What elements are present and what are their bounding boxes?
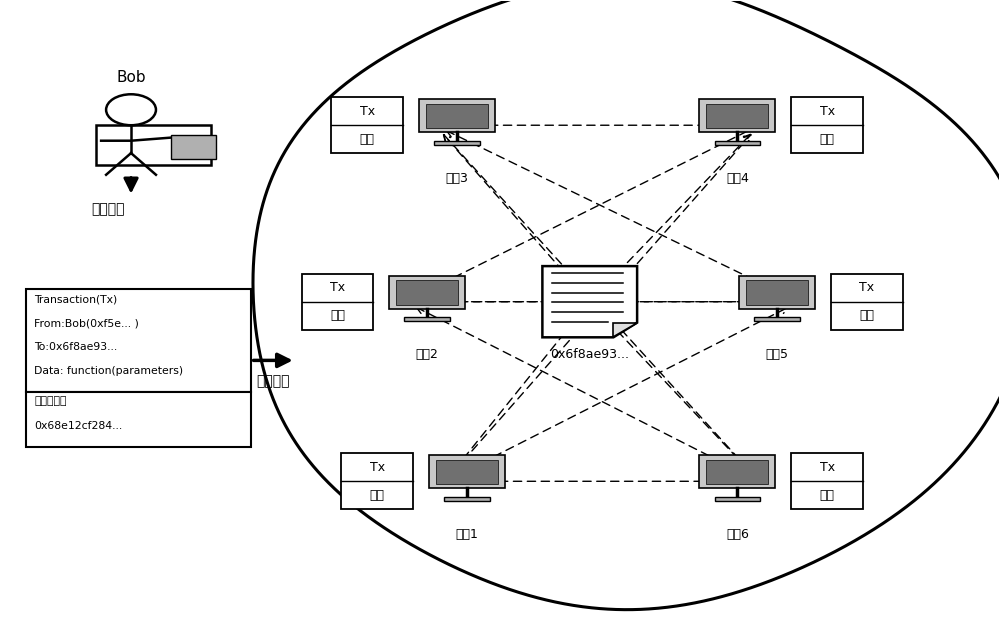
FancyBboxPatch shape	[444, 496, 490, 501]
Polygon shape	[613, 323, 637, 337]
FancyBboxPatch shape	[791, 98, 863, 153]
FancyBboxPatch shape	[831, 274, 903, 330]
Text: Tx: Tx	[859, 281, 875, 294]
Text: 数字签名：: 数字签名：	[34, 396, 67, 406]
Text: 签名: 签名	[330, 309, 345, 322]
Text: Transaction(Tx): Transaction(Tx)	[34, 294, 118, 304]
Text: To:0x6f8ae93...: To:0x6f8ae93...	[34, 342, 118, 352]
Text: 签名: 签名	[820, 132, 835, 146]
FancyBboxPatch shape	[715, 141, 760, 145]
Text: 发送交易: 发送交易	[256, 374, 290, 388]
FancyBboxPatch shape	[746, 280, 808, 305]
Text: Tx: Tx	[330, 281, 345, 294]
FancyBboxPatch shape	[791, 453, 863, 509]
FancyBboxPatch shape	[699, 100, 775, 132]
Text: Data: function(parameters): Data: function(parameters)	[34, 366, 183, 376]
FancyBboxPatch shape	[331, 98, 403, 153]
FancyBboxPatch shape	[429, 455, 505, 488]
Polygon shape	[253, 0, 1000, 610]
FancyBboxPatch shape	[26, 392, 251, 447]
FancyBboxPatch shape	[706, 104, 768, 128]
FancyBboxPatch shape	[26, 289, 251, 392]
FancyBboxPatch shape	[426, 104, 488, 128]
Text: From:Bob(0xf5e... ): From:Bob(0xf5e... )	[34, 318, 139, 328]
Text: 创建交易: 创建交易	[91, 202, 125, 216]
FancyBboxPatch shape	[171, 134, 216, 159]
FancyBboxPatch shape	[396, 280, 458, 305]
Text: 0x68e12cf284...: 0x68e12cf284...	[34, 421, 123, 431]
Text: Tx: Tx	[370, 461, 385, 474]
Text: 节点3: 节点3	[446, 172, 469, 185]
FancyBboxPatch shape	[739, 276, 815, 309]
Text: 节点1: 节点1	[456, 527, 479, 541]
FancyBboxPatch shape	[341, 453, 413, 509]
Text: Tx: Tx	[820, 461, 835, 474]
FancyBboxPatch shape	[715, 496, 760, 501]
FancyBboxPatch shape	[302, 274, 373, 330]
FancyBboxPatch shape	[389, 276, 465, 309]
Text: 签名: 签名	[820, 489, 835, 502]
FancyBboxPatch shape	[419, 100, 495, 132]
Text: Tx: Tx	[820, 104, 835, 118]
Text: 节点2: 节点2	[416, 348, 439, 361]
FancyBboxPatch shape	[404, 317, 450, 321]
FancyBboxPatch shape	[96, 125, 211, 165]
Text: Tx: Tx	[360, 104, 375, 118]
Text: 节点6: 节点6	[726, 527, 749, 541]
FancyBboxPatch shape	[434, 141, 480, 145]
FancyBboxPatch shape	[699, 455, 775, 488]
FancyBboxPatch shape	[754, 317, 800, 321]
FancyBboxPatch shape	[706, 460, 768, 484]
FancyBboxPatch shape	[436, 460, 498, 484]
Text: 节点5: 节点5	[766, 348, 789, 361]
Text: 签名: 签名	[859, 309, 874, 322]
Text: 0x6f8ae93...: 0x6f8ae93...	[550, 348, 629, 361]
Text: 签名: 签名	[370, 489, 385, 502]
Text: 节点4: 节点4	[726, 172, 749, 185]
Text: 签名: 签名	[360, 132, 375, 146]
Polygon shape	[542, 266, 637, 337]
Text: Bob: Bob	[116, 70, 146, 85]
